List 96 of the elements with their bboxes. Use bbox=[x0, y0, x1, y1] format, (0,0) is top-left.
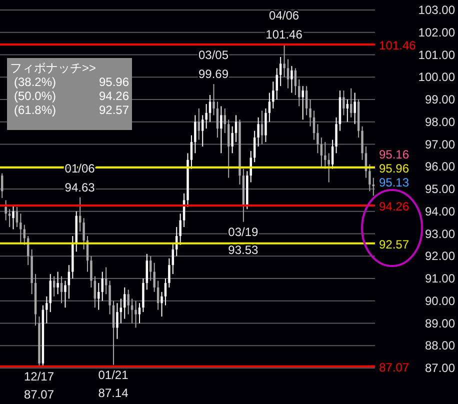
annotation: 03/19 93.53 bbox=[228, 224, 259, 257]
candlestick bbox=[168, 258, 170, 288]
candlestick bbox=[350, 88, 352, 118]
candlestick bbox=[8, 208, 11, 228]
candlestick bbox=[368, 164, 371, 192]
candlestick bbox=[283, 44, 286, 78]
candlestick bbox=[90, 256, 92, 288]
candlestick bbox=[335, 116, 338, 154]
y-tick-label: 91.00 bbox=[424, 272, 456, 286]
candlestick bbox=[302, 86, 304, 120]
candlestick bbox=[179, 213, 182, 246]
candlestick bbox=[260, 110, 264, 145]
y-tick-label: 98.00 bbox=[424, 114, 456, 129]
candlestick bbox=[46, 296, 48, 324]
candlestick bbox=[150, 256, 152, 282]
candlestick bbox=[130, 298, 134, 324]
candlestick bbox=[231, 126, 234, 154]
text: 95.16 bbox=[379, 148, 410, 162]
y-tick-label: 97.00 bbox=[424, 137, 456, 152]
candlestick bbox=[205, 103, 208, 130]
candlestick bbox=[194, 114, 196, 154]
candlestick bbox=[124, 286, 126, 320]
candlestick bbox=[298, 78, 300, 107]
candlestick bbox=[227, 119, 230, 178]
candlestick bbox=[120, 298, 122, 324]
candlestick bbox=[160, 291, 163, 318]
annotation: 04/06 101.46 bbox=[266, 8, 303, 42]
info-panel: フィボナッチ>> (38.2%) 95.96 (50.0%) 94.26 (61.8%) 92.57 bbox=[7, 58, 132, 130]
y-tick-label: 103.00 bbox=[418, 3, 456, 17]
text: 95.13 bbox=[379, 176, 410, 190]
candlestick bbox=[82, 218, 85, 250]
annotation: フィボナッチ>> bbox=[10, 61, 96, 75]
candlestick bbox=[98, 282, 100, 310]
y-tick-label: 87.00 bbox=[424, 361, 456, 375]
candlestick bbox=[94, 276, 96, 308]
y-tick-label: 96.00 bbox=[424, 160, 456, 174]
candlestick bbox=[52, 276, 56, 297]
candlestick bbox=[264, 108, 267, 143]
candlestick bbox=[220, 106, 222, 154]
candlestick bbox=[4, 200, 7, 221]
candlestick bbox=[56, 271, 59, 295]
candlestick bbox=[146, 253, 148, 290]
candlestick bbox=[60, 276, 63, 304]
candlestick bbox=[324, 142, 326, 170]
candlestick bbox=[328, 152, 330, 183]
y-tick-label: 94.00 bbox=[424, 204, 456, 218]
candlestick bbox=[290, 65, 293, 94]
y-tick-label: 90.00 bbox=[424, 294, 456, 308]
candlestick bbox=[272, 81, 274, 109]
candlestick bbox=[212, 84, 215, 116]
candlestick bbox=[101, 271, 104, 302]
candlestick bbox=[305, 86, 308, 116]
ref-line-label: 94.26 bbox=[379, 200, 410, 214]
candlestick bbox=[346, 99, 349, 122]
candlestick bbox=[12, 204, 14, 230]
candlestick bbox=[134, 300, 137, 328]
annotation: 03/05 99.69 bbox=[198, 48, 229, 82]
y-tick-label: 88.00 bbox=[424, 338, 456, 353]
candlestick bbox=[309, 99, 312, 127]
candlestick bbox=[354, 92, 356, 125]
y-tick-label: 99.00 bbox=[424, 92, 456, 106]
candlestick bbox=[286, 58, 290, 89]
candlestick bbox=[116, 302, 118, 340]
candlestick bbox=[268, 92, 271, 122]
y-tick-label: 93.00 bbox=[424, 226, 456, 241]
y-tick-label: 95.00 bbox=[424, 182, 456, 196]
annotation: 12/17 87.07 bbox=[24, 369, 54, 402]
candlestick bbox=[361, 126, 364, 160]
candlestick bbox=[331, 139, 334, 170]
y-tick-label: 101.00 bbox=[418, 48, 456, 62]
ref-line-label: 101.46 bbox=[379, 38, 416, 52]
candlestick bbox=[208, 94, 212, 122]
candlestick bbox=[224, 108, 226, 134]
ref-line-label: 92.57 bbox=[379, 237, 410, 252]
candlestick bbox=[201, 114, 204, 147]
candlestick bbox=[20, 213, 22, 244]
candlestick bbox=[279, 56, 282, 87]
candlestick bbox=[257, 116, 260, 147]
y-tick-label: 100.00 bbox=[418, 70, 456, 84]
candlestick bbox=[138, 302, 141, 324]
candlestick bbox=[198, 108, 200, 140]
y-tick-label: 92.00 bbox=[424, 249, 456, 264]
ref-line-label: 95.96 bbox=[379, 162, 410, 176]
candlestick bbox=[190, 134, 193, 170]
y-tick-label: 102.00 bbox=[418, 25, 456, 40]
annotation: 01/21 87.14 bbox=[98, 368, 129, 400]
candlestick bbox=[342, 90, 345, 116]
y-tick-label: 89.00 bbox=[424, 316, 456, 330]
candlestick bbox=[108, 280, 111, 315]
ref-line-label: 87.07 bbox=[379, 360, 410, 374]
candlestick bbox=[127, 289, 130, 315]
candlestick bbox=[153, 262, 156, 292]
candlestick bbox=[49, 274, 52, 313]
candlestick bbox=[316, 124, 319, 154]
candlestick bbox=[64, 280, 66, 308]
candlestick bbox=[164, 278, 167, 306]
